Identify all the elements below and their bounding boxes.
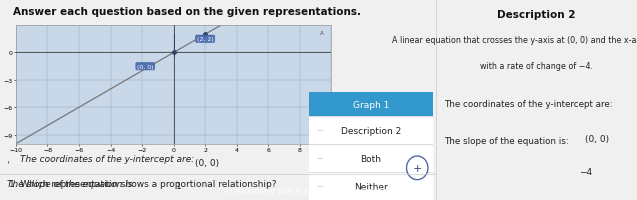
Text: —: — [317,156,323,161]
Text: The slope of the equation is:: The slope of the equation is: [445,136,569,145]
Bar [309,93,433,117]
Bar [309,117,433,144]
Text: ,: , [6,154,10,164]
Text: (2, 2): (2, 2) [197,37,213,42]
Bar [309,144,433,172]
Text: with a rate of change of −4.: with a rate of change of −4. [480,62,593,71]
Text: —: — [317,184,323,189]
Text: The coordinates of the y-intercept are:: The coordinates of the y-intercept are: [20,154,194,163]
Text: a relationship that is linear with a tercept of zero.: a relationship that is linear with a ter… [223,187,412,195]
Text: The coordinates of the y-intercept are:: The coordinates of the y-intercept are: [445,100,613,109]
Text: 1: 1 [175,182,182,190]
Text: +: + [413,163,422,173]
Text: (0, 0): (0, 0) [585,134,609,143]
Text: Both: Both [361,154,382,163]
Text: Neither: Neither [354,182,388,191]
Text: —: — [317,128,323,133]
Text: A linear equation that crosses the y-axis at (0, 0) and the x-axis at (0, 0): A linear equation that crosses the y-axi… [392,36,637,45]
Text: (0, 0): (0, 0) [195,159,219,167]
Text: A: A [320,31,324,36]
Text: 1. Which representation shows a proportional relationship?: 1. Which representation shows a proporti… [9,179,276,188]
Bar [309,172,433,200]
Text: Answer each question based on the given representations.: Answer each question based on the given … [13,7,361,17]
Text: −4: −4 [580,167,592,176]
Text: Graph 1: Graph 1 [353,100,389,109]
Text: Description 2: Description 2 [497,10,576,20]
Text: (0, 0): (0, 0) [137,64,154,69]
Circle shape [406,156,428,180]
Text: Description 2: Description 2 [341,126,401,135]
Text: The slope of the equation is:: The slope of the equation is: [6,179,135,188]
